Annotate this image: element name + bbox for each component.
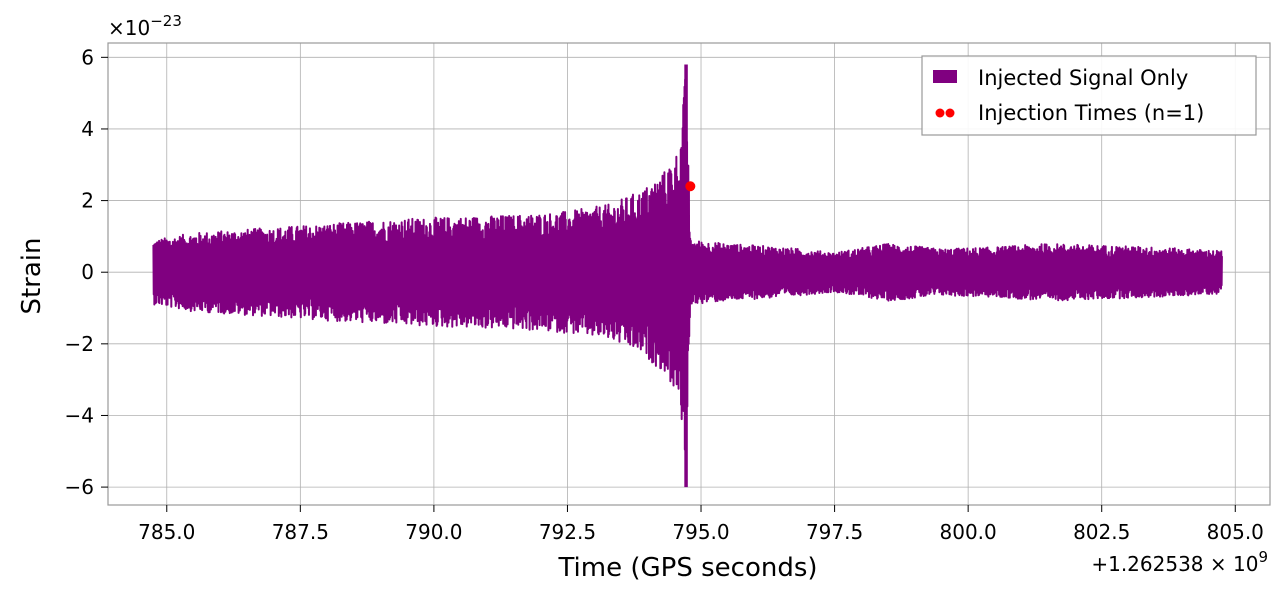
x-tick-label: 802.5 bbox=[1073, 520, 1130, 544]
y-tick-label: −4 bbox=[65, 403, 94, 427]
x-tick-label: 787.5 bbox=[272, 520, 329, 544]
y-tick-label: −6 bbox=[65, 475, 94, 499]
y-axis-label: Strain bbox=[17, 237, 47, 314]
x-offset-label: +1.262538 × 109 bbox=[1091, 548, 1268, 576]
y-tick-label: 4 bbox=[81, 117, 94, 141]
x-tick-label: 800.0 bbox=[940, 520, 997, 544]
y-tick-label: 0 bbox=[81, 260, 94, 284]
legend-swatch-injected-signal bbox=[933, 70, 957, 83]
x-tick-label: 795.0 bbox=[672, 520, 729, 544]
y-tick-label: 6 bbox=[81, 45, 94, 69]
y-tick-label: −2 bbox=[65, 332, 94, 356]
legend-marker-injection-times-b bbox=[945, 108, 955, 118]
y-scale-exponent: −23 bbox=[150, 12, 182, 30]
legend-label-injected-signal: Injected Signal Only bbox=[978, 66, 1188, 90]
y-scale-label: ×10−23 bbox=[108, 12, 182, 40]
x-tick-label: 792.5 bbox=[539, 520, 596, 544]
injection-time-point bbox=[685, 181, 696, 192]
tick-marks: 785.0 787.5 790.0 792.5 795.0 797.5 800.0 802.5… bbox=[65, 45, 1264, 544]
x-tick-label: 797.5 bbox=[806, 520, 863, 544]
legend: Injected Signal Only Injection Times (n=… bbox=[921, 55, 1257, 136]
plot-area bbox=[152, 64, 1223, 488]
y-tick-label: 2 bbox=[81, 189, 94, 213]
legend-label-injection-times: Injection Times (n=1) bbox=[978, 101, 1204, 125]
x-offset-exponent: 9 bbox=[1258, 548, 1268, 566]
legend-box bbox=[921, 55, 1257, 136]
axes-frame bbox=[107, 42, 1271, 506]
legend-marker-injection-times-a bbox=[935, 108, 945, 118]
x-tick-label: 805.0 bbox=[1207, 520, 1264, 544]
x-tick-label: 790.0 bbox=[405, 520, 462, 544]
x-axis-label: Time (GPS seconds) bbox=[557, 553, 817, 583]
x-tick-label: 785.0 bbox=[138, 520, 195, 544]
